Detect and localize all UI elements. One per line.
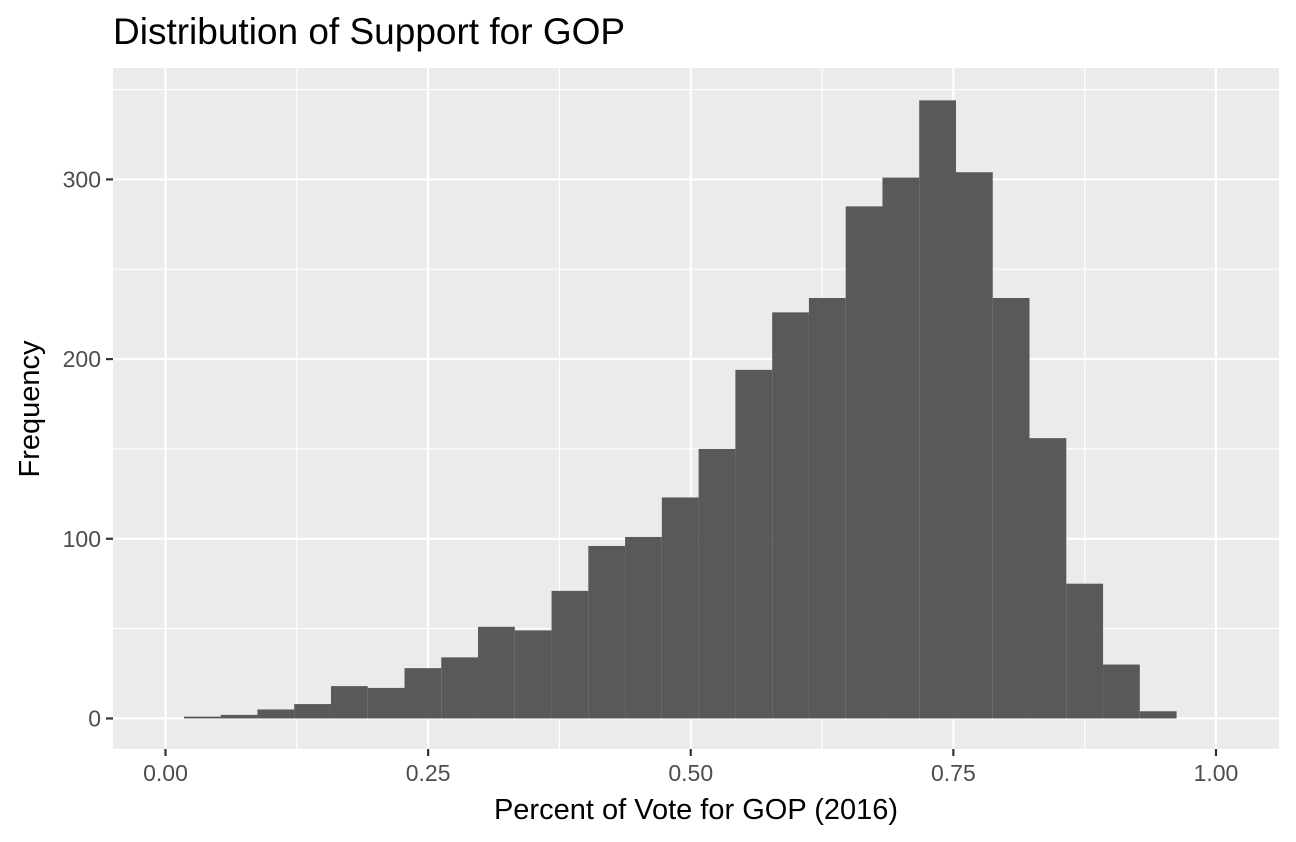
histogram-bar [220,714,258,719]
x-tick-label: 0.75 [931,760,976,786]
histogram-bar [367,687,405,719]
x-axis-label: Percent of Vote for GOP (2016) [494,794,898,826]
y-axis-label: Frequency [14,340,46,478]
histogram-bar [772,312,809,719]
chart-title: Distribution of Support for GOP [113,11,625,52]
y-tick-label: 300 [63,166,101,192]
histogram-bars [183,100,1177,719]
x-tick-label: 0.00 [143,760,188,786]
histogram-bar [845,206,883,719]
histogram-bar [588,545,626,719]
histogram-bar [919,100,956,719]
histogram-bar [882,177,920,719]
histogram-bar [1139,711,1177,719]
histogram-bar [294,704,331,719]
histogram-bar [955,172,993,719]
x-axis: 0.00 0.25 0.50 0.75 1.00 [143,749,1238,786]
histogram-bar [1103,664,1140,719]
histogram-bar [1066,583,1104,719]
histogram-bar [735,369,773,719]
y-axis: 0 100 200 300 [63,166,113,731]
histogram-bar [992,297,1030,719]
histogram-bar [404,668,442,719]
histogram-bar [625,536,662,719]
y-tick-label: 100 [63,526,101,552]
histogram-bar [808,297,846,719]
x-tick-label: 0.25 [406,760,451,786]
x-tick-label: 1.00 [1194,760,1239,786]
histogram-bar [478,626,515,719]
histogram-bar [514,630,552,719]
histogram-bar [1029,438,1067,719]
x-tick-label: 0.50 [668,760,713,786]
y-tick-label: 0 [88,705,101,731]
histogram-bar [698,448,736,719]
histogram-bar [257,709,295,719]
y-tick-label: 200 [63,346,101,372]
histogram-bar [183,716,221,719]
histogram-bar [441,657,479,719]
histogram-bar [330,686,368,719]
histogram-bar [551,590,589,719]
histogram-bar [661,497,699,719]
